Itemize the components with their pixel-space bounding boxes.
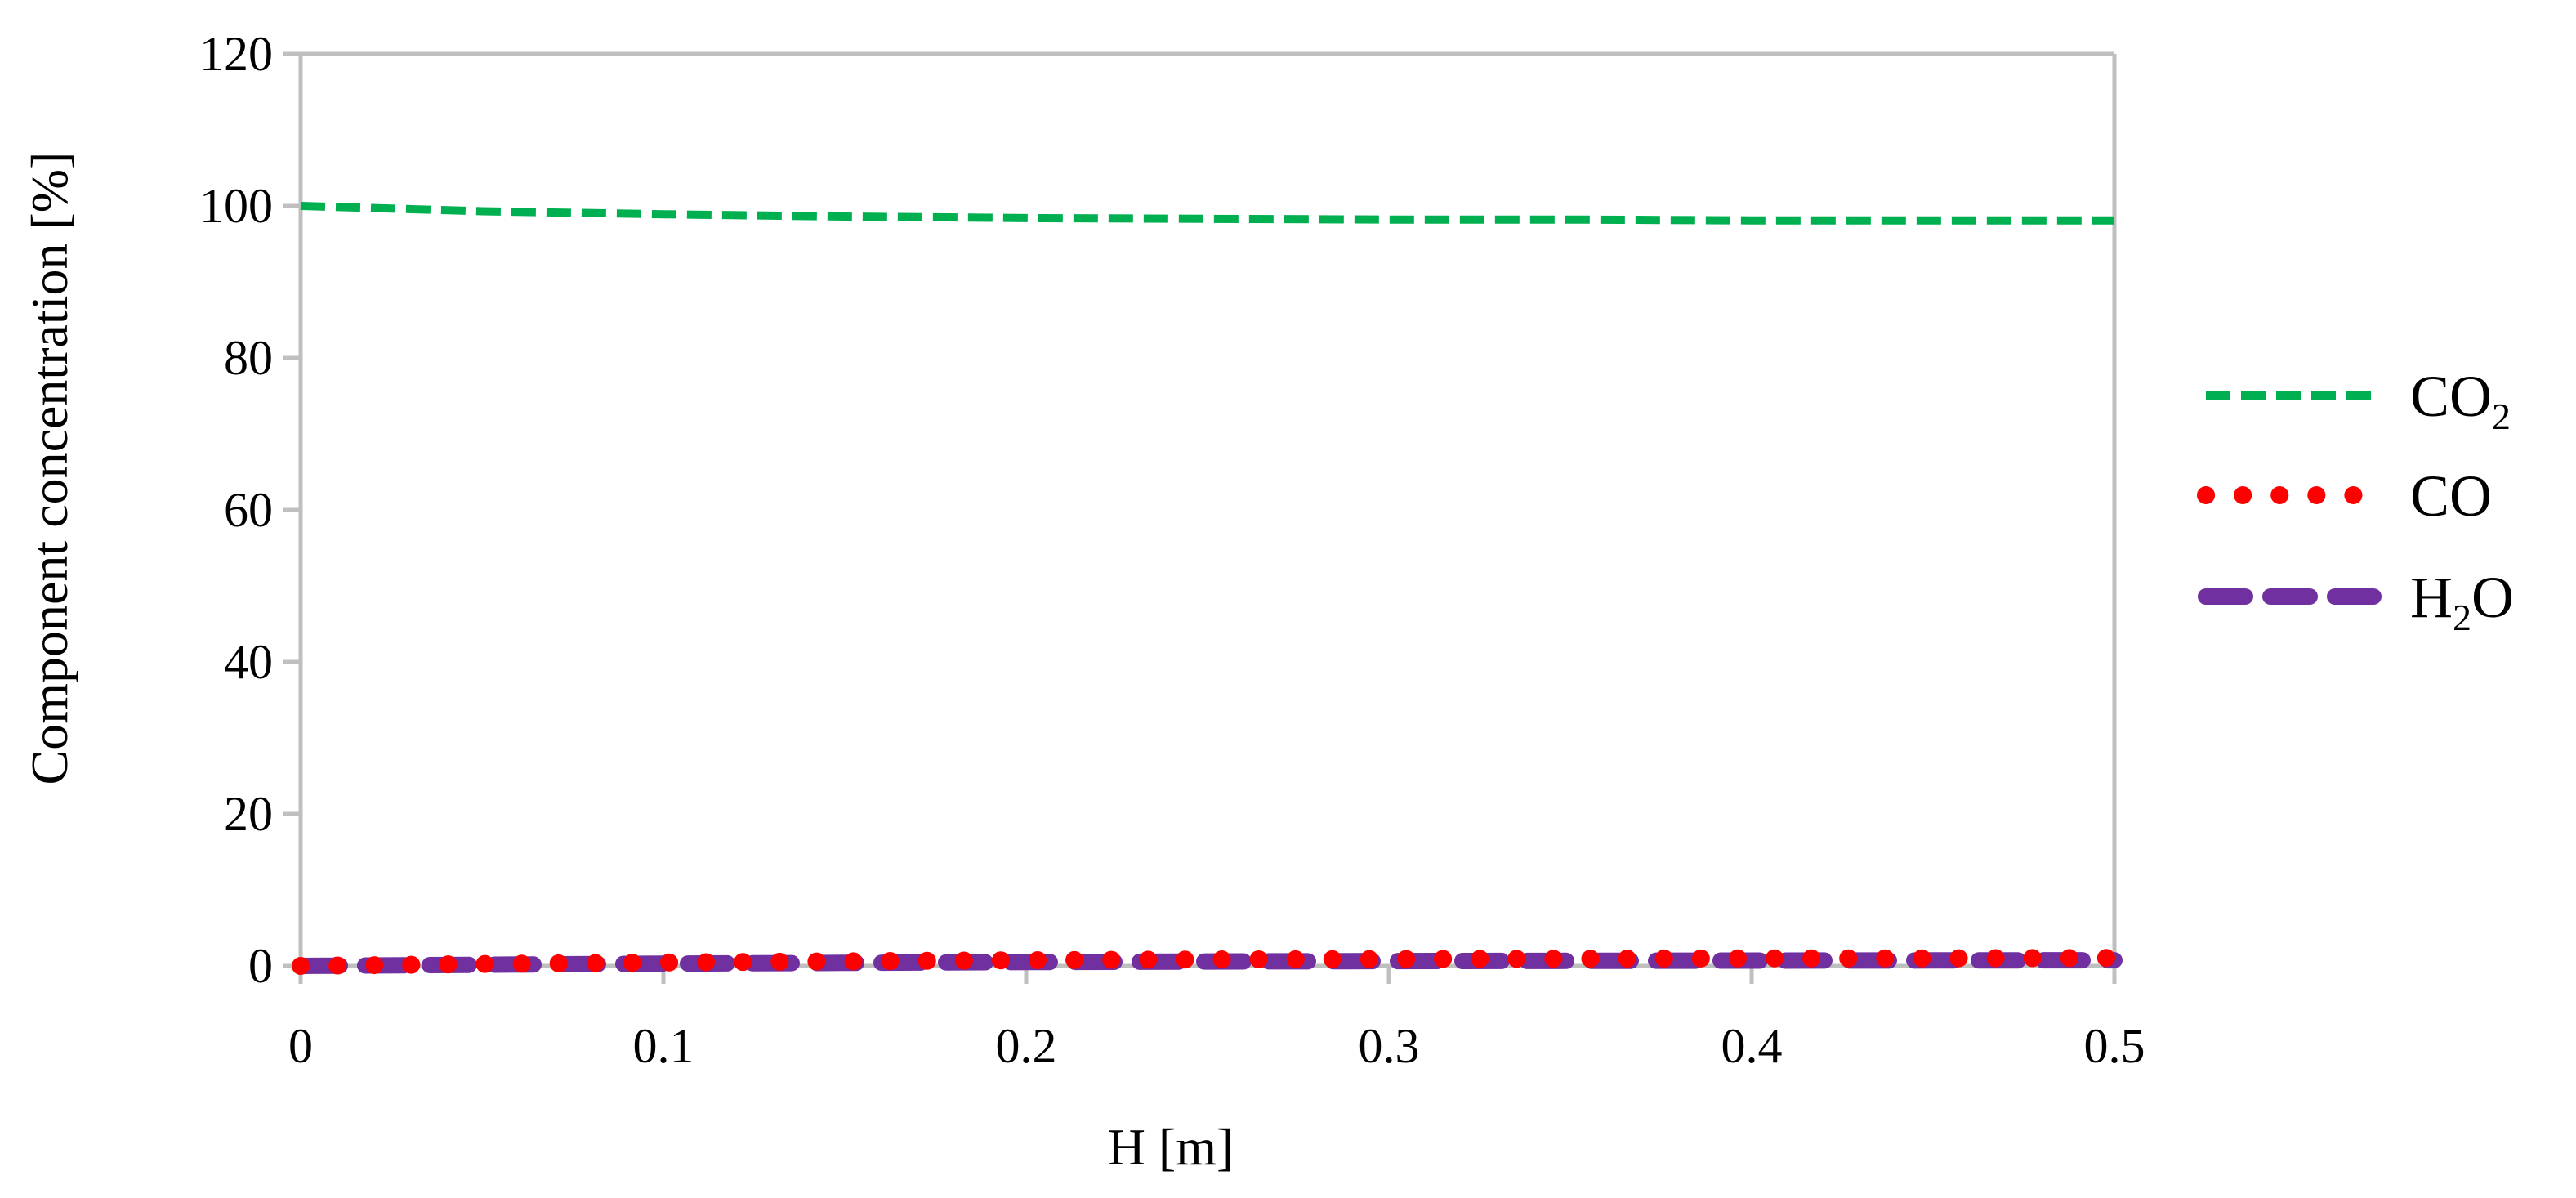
legend-label-h2o: H2O [2410, 565, 2514, 638]
legend-label-co2: CO2 [2410, 364, 2511, 437]
legend: CO2 CO H2O [2197, 364, 2514, 638]
x-tick-label: 0.5 [2084, 1019, 2145, 1073]
x-tick-label: 0.2 [996, 1019, 1057, 1073]
y-tick-label: 120 [199, 27, 273, 81]
y-tick-label: 60 [224, 483, 273, 537]
x-tick-label: 0 [288, 1019, 313, 1073]
x-tick-label: 0.3 [1359, 1019, 1420, 1073]
y-tick-label: 100 [199, 179, 273, 233]
x-tick-label: 0.1 [633, 1019, 694, 1073]
x-axis-label: H [m] [1108, 1118, 1234, 1176]
y-tick-label: 80 [224, 331, 273, 385]
y-axis-label: Component concentration [%] [20, 152, 78, 785]
series-line-co2 [300, 202, 2114, 225]
legend-label-co: CO [2410, 463, 2492, 529]
y-tick-label: 40 [224, 635, 273, 689]
y-tick-label: 20 [224, 787, 273, 841]
y-axis-ticks: 0 20 40 60 80 100 120 [199, 27, 301, 993]
series-line-co [292, 949, 2123, 975]
y-tick-label: 0 [248, 939, 273, 993]
x-axis-ticks: 0 0.1 0.2 0.3 0.4 0.5 [288, 966, 2145, 1073]
x-tick-label: 0.4 [1721, 1019, 1783, 1073]
series-layer [292, 202, 2123, 975]
